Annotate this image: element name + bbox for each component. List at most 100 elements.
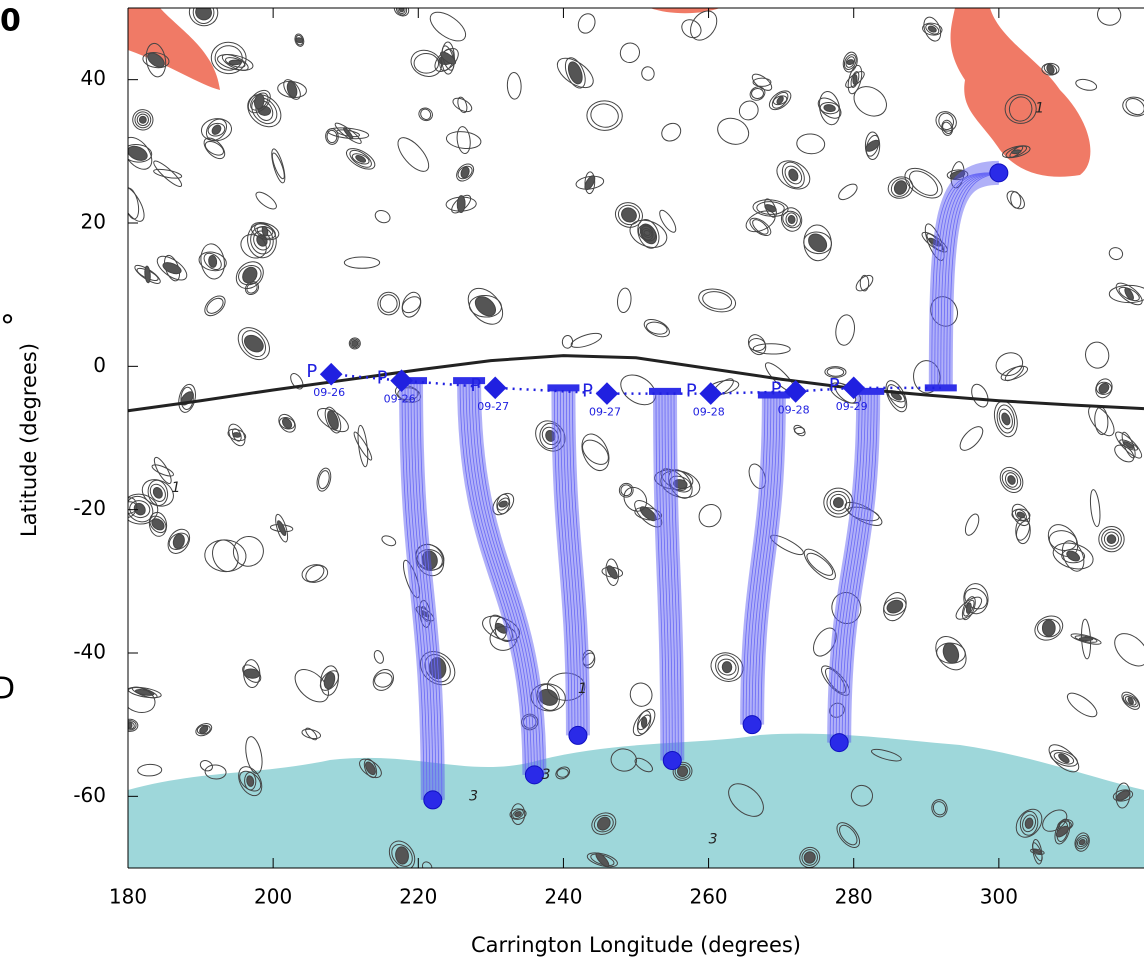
contour: [835, 314, 855, 346]
contour: [999, 466, 1024, 494]
contour: [343, 256, 381, 269]
contour: [1015, 808, 1043, 838]
field-line: [946, 172, 1005, 388]
contour: [318, 470, 330, 490]
contour: [570, 332, 603, 348]
contour: [942, 642, 960, 664]
contour: [1124, 695, 1137, 706]
field-line: [742, 394, 766, 725]
background-regions: [128, 8, 1144, 868]
contour: [620, 374, 657, 406]
contour-label: 1: [1035, 100, 1044, 116]
x-tick-label: 220: [399, 885, 437, 909]
contour: [151, 518, 165, 531]
contour: [593, 814, 614, 833]
contour: [1043, 63, 1058, 75]
field-line: [844, 391, 875, 743]
y-tick-label: -40: [73, 640, 106, 664]
contour: [1015, 520, 1031, 541]
field-line: [554, 387, 570, 736]
contour: [772, 95, 788, 106]
contour: [1006, 190, 1025, 210]
field-line: [670, 391, 679, 761]
point-name: P: [306, 361, 317, 382]
footpoint: [662, 751, 682, 770]
contour: [870, 748, 902, 762]
contour: [420, 605, 429, 622]
contour: [151, 464, 174, 477]
contour: [826, 490, 851, 515]
contour: [1114, 633, 1144, 667]
contour: [1034, 615, 1064, 641]
contour: [660, 469, 701, 499]
contour: [1048, 530, 1078, 551]
contour: [195, 8, 212, 21]
contour: [963, 583, 989, 615]
contour: [928, 237, 941, 247]
contour: [1098, 526, 1125, 553]
contour: [421, 550, 438, 570]
contour: [938, 112, 954, 131]
fragment: 0: [0, 4, 21, 39]
field-line: [835, 391, 866, 743]
contour: [584, 175, 596, 191]
contour: [1089, 489, 1101, 528]
contour: [254, 93, 265, 110]
contour: [1078, 637, 1094, 642]
contour: [345, 148, 376, 170]
contour: [254, 223, 276, 239]
contour: [1098, 382, 1110, 394]
field-line: [566, 387, 582, 736]
contour: [865, 139, 880, 152]
contour: [204, 764, 227, 780]
contour: [278, 413, 296, 433]
point-name: P: [377, 368, 388, 389]
contour: [255, 191, 277, 210]
contour: [129, 500, 151, 519]
contour: [610, 748, 637, 772]
contour: [1032, 838, 1043, 865]
contour: [1058, 753, 1070, 764]
contour: [995, 352, 1024, 377]
contour: [348, 337, 361, 350]
contour: [152, 487, 163, 499]
contour: [1002, 145, 1031, 159]
contour: [1015, 517, 1031, 545]
contour: [715, 654, 739, 680]
field-line: [661, 391, 670, 761]
contour: [420, 108, 432, 120]
contour: [829, 493, 848, 512]
contour: [271, 152, 285, 180]
contour: [971, 383, 989, 408]
contour: [634, 757, 654, 773]
contour: [1030, 848, 1045, 855]
contour: [250, 222, 280, 241]
contour: [242, 664, 262, 683]
contour: [320, 665, 339, 696]
contour: [1007, 475, 1016, 485]
contour: [128, 493, 159, 525]
contour: [846, 59, 855, 66]
contour: [942, 121, 953, 134]
contour: [864, 131, 881, 161]
contour: [456, 126, 471, 155]
point-name: P: [771, 378, 782, 399]
contour-label: 3: [469, 788, 478, 804]
contour: [924, 223, 945, 261]
contour: [619, 42, 641, 64]
contour: [141, 479, 174, 507]
contour: [935, 636, 967, 671]
contour: [1011, 149, 1022, 155]
contour-label: 3: [542, 767, 551, 783]
contour: [1070, 633, 1102, 645]
contour: [1106, 534, 1117, 544]
contour: [494, 622, 508, 634]
field-line: [943, 172, 1002, 388]
contour: [1055, 825, 1069, 838]
contour: [305, 564, 325, 583]
contour: [893, 180, 908, 195]
contour: [768, 90, 792, 111]
contour: [305, 727, 318, 741]
contour: [492, 492, 515, 516]
contour: [1074, 635, 1098, 643]
